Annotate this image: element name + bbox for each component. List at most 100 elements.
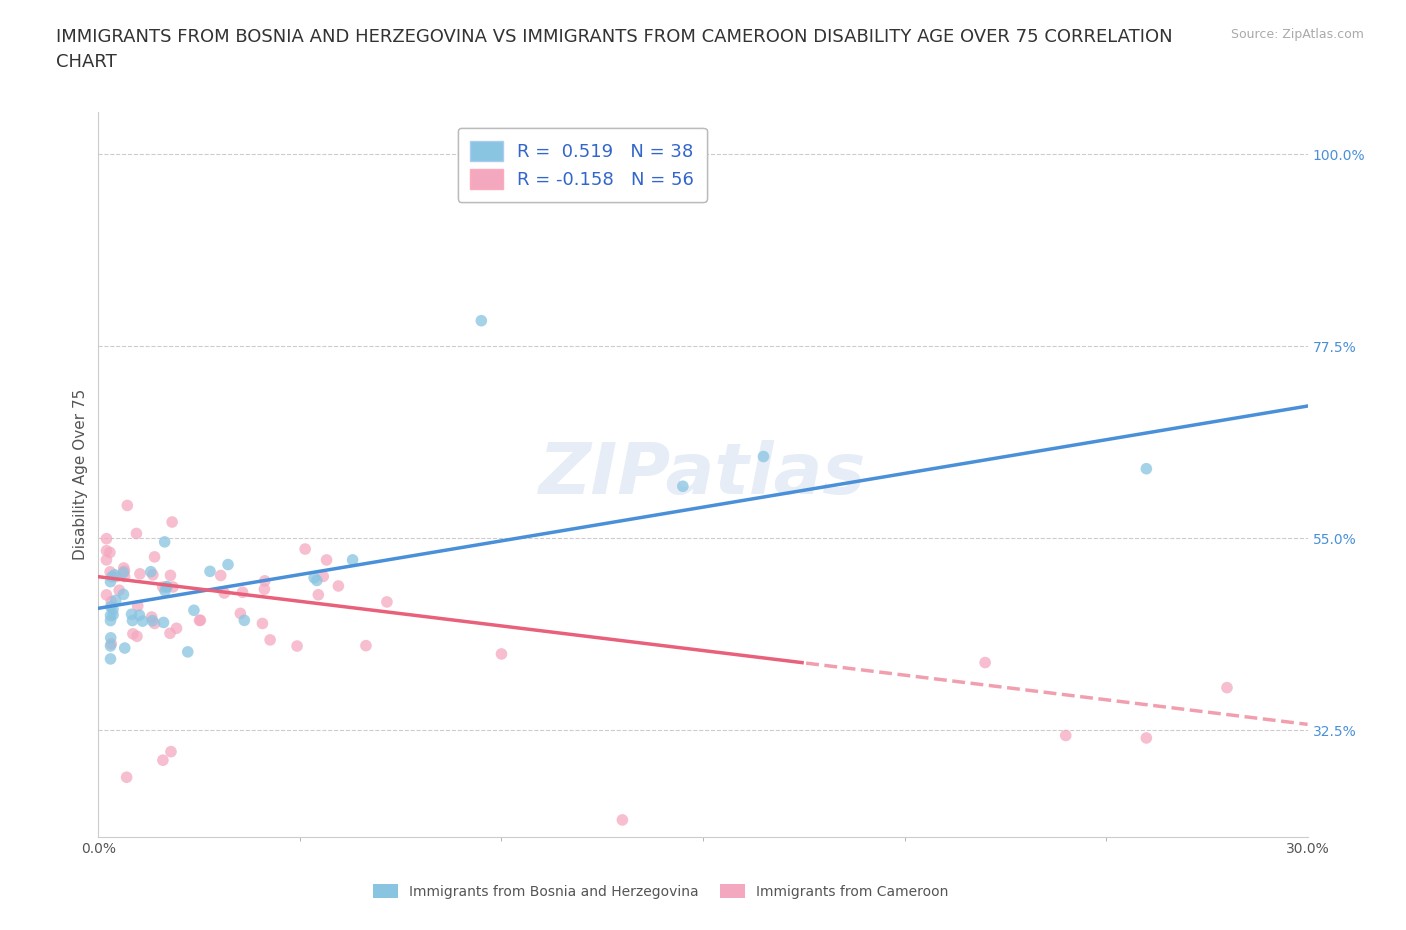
Point (112, 565, 135, 580)
Point (131, 614, 153, 629)
Point (209, 568, 232, 583)
Point (101, 607, 124, 622)
Point (375, 594, 398, 609)
Point (143, 550, 166, 565)
Point (232, 585, 254, 600)
Point (342, 552, 364, 567)
Legend: Immigrants from Bosnia and Herzegovina, Immigrants from Cameroon: Immigrants from Bosnia and Herzegovina, … (368, 879, 953, 905)
Point (307, 588, 329, 603)
Point (127, 599, 149, 614)
Point (233, 613, 256, 628)
Point (153, 583, 176, 598)
Point (101, 602, 124, 617)
Point (312, 569, 335, 584)
Point (121, 606, 143, 621)
Point (143, 616, 166, 631)
Point (96, 531, 118, 546)
Point (229, 606, 252, 621)
Point (101, 569, 124, 584)
Point (104, 592, 127, 607)
Point (491, 646, 513, 661)
Point (259, 632, 281, 647)
Point (974, 655, 997, 670)
Legend: R =  0.519   N = 38, R = -0.158   N = 56: R = 0.519 N = 38, R = -0.158 N = 56 (457, 128, 707, 202)
Point (1216, 680, 1239, 695)
Point (122, 627, 145, 642)
Point (100, 599, 122, 614)
Point (1135, 730, 1157, 745)
Point (105, 569, 128, 584)
Point (752, 449, 775, 464)
Point (354, 638, 377, 653)
Point (96, 543, 118, 558)
Point (129, 566, 152, 581)
Point (302, 570, 325, 585)
Point (328, 578, 350, 593)
Point (100, 639, 122, 654)
Point (672, 479, 695, 494)
Point (112, 561, 135, 576)
Point (252, 616, 274, 631)
Point (125, 526, 148, 541)
Point (190, 613, 212, 628)
Point (98, 545, 121, 560)
Point (100, 636, 122, 651)
Point (96, 552, 118, 567)
Point (100, 631, 122, 645)
Point (141, 609, 163, 624)
Point (142, 567, 165, 582)
Point (115, 770, 138, 785)
Y-axis label: Disability Age Over 75: Disability Age Over 75 (73, 389, 89, 560)
Point (160, 514, 183, 529)
Point (155, 579, 177, 594)
Point (152, 579, 174, 594)
Point (159, 568, 181, 583)
Point (183, 603, 205, 618)
Point (128, 607, 150, 622)
Point (100, 594, 122, 609)
Point (159, 626, 181, 641)
Point (108, 583, 131, 598)
Point (96, 588, 118, 603)
Point (152, 752, 174, 767)
Point (162, 579, 184, 594)
Point (214, 586, 236, 601)
Point (188, 613, 211, 628)
Point (177, 644, 200, 659)
Text: Source: ZipAtlas.com: Source: ZipAtlas.com (1230, 28, 1364, 41)
Point (253, 574, 276, 589)
Point (305, 573, 328, 588)
Point (253, 582, 276, 597)
Point (166, 621, 188, 636)
Point (198, 564, 221, 578)
Point (153, 535, 176, 550)
Point (121, 613, 143, 628)
Point (156, 579, 179, 594)
Point (100, 652, 122, 667)
Point (100, 613, 122, 628)
Point (100, 608, 122, 623)
Point (98, 565, 121, 579)
Text: ZIPatlas: ZIPatlas (540, 440, 866, 509)
Point (114, 564, 136, 578)
Point (217, 557, 239, 572)
Point (294, 541, 316, 556)
Point (1054, 728, 1077, 743)
Point (114, 569, 136, 584)
Point (117, 498, 139, 513)
Point (152, 615, 174, 630)
Point (103, 567, 125, 582)
Point (315, 552, 337, 567)
Point (470, 313, 492, 328)
Point (160, 744, 183, 759)
Point (285, 639, 308, 654)
Point (100, 574, 122, 589)
Text: IMMIGRANTS FROM BOSNIA AND HERZEGOVINA VS IMMIGRANTS FROM CAMEROON DISABILITY AG: IMMIGRANTS FROM BOSNIA AND HERZEGOVINA V… (56, 28, 1173, 71)
Point (114, 641, 136, 656)
Point (612, 813, 634, 828)
Point (1135, 461, 1157, 476)
Point (139, 565, 162, 579)
Point (112, 587, 135, 602)
Point (141, 613, 163, 628)
Point (125, 629, 148, 644)
